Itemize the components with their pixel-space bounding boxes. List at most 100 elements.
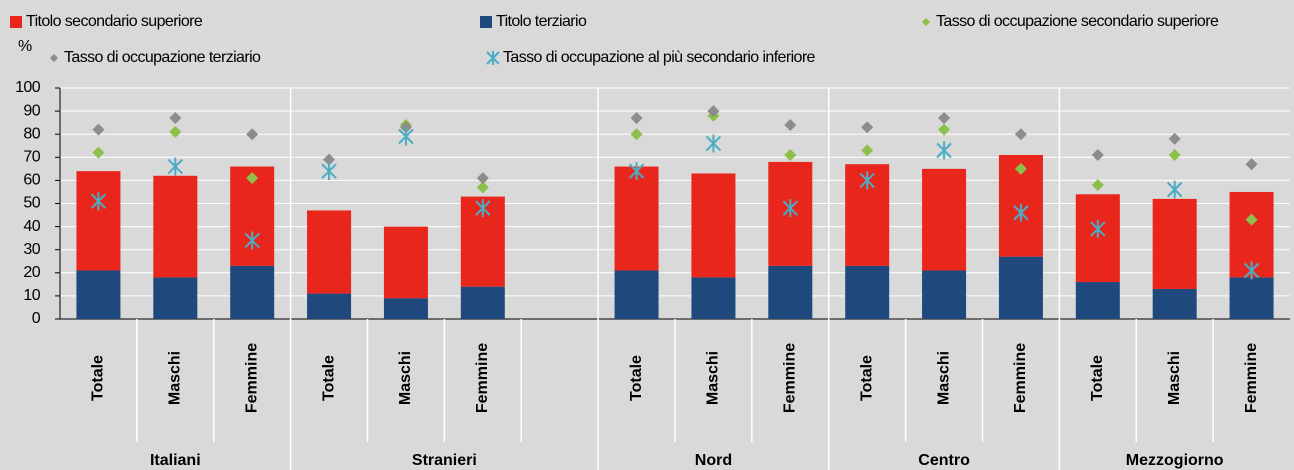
group-label: Nord — [695, 452, 732, 469]
data-point — [784, 118, 797, 131]
bar — [307, 210, 352, 294]
legend-label: Titolo terziario — [496, 13, 587, 30]
data-point — [707, 105, 720, 118]
x-tick-label: Femmine — [474, 343, 491, 413]
y-tick-label: 100 — [15, 79, 41, 96]
bar — [1075, 282, 1120, 319]
x-tick-label: Femmine — [1012, 343, 1029, 413]
data-point — [167, 157, 184, 176]
y-axis-label: % — [18, 38, 32, 55]
bar — [768, 265, 813, 319]
data-point — [936, 141, 952, 160]
data-point — [1166, 180, 1183, 199]
data-point — [169, 112, 182, 125]
data-point — [244, 231, 260, 250]
bar — [998, 256, 1043, 319]
legend-swatch — [922, 18, 930, 26]
data-point — [1090, 219, 1106, 238]
bar — [383, 226, 428, 299]
legend-label: Tasso di occupazione secondario superior… — [936, 13, 1219, 30]
data-point — [861, 121, 874, 134]
bar — [922, 270, 967, 319]
y-tick-label: 40 — [23, 218, 40, 235]
legend-swatch — [480, 16, 492, 28]
data-point — [630, 128, 643, 141]
data-point — [321, 162, 337, 181]
data-point — [784, 148, 797, 161]
legend-swatch — [10, 16, 22, 28]
y-tick-label: 70 — [23, 149, 40, 166]
bar — [76, 270, 121, 319]
data-point — [399, 121, 412, 134]
bar — [922, 168, 967, 271]
bar — [614, 270, 659, 319]
x-tick-label: Totale — [90, 355, 107, 401]
data-point — [1168, 132, 1181, 145]
x-tick-label: Maschi — [167, 351, 184, 405]
legend-label: Titolo secondario superiore — [26, 13, 203, 30]
y-tick-label: 30 — [23, 241, 40, 258]
x-tick-label: Totale — [320, 355, 337, 401]
data-point — [476, 181, 489, 194]
x-tick-label: Maschi — [935, 351, 952, 405]
data-point — [475, 199, 491, 218]
legend-swatch — [486, 51, 500, 65]
data-point — [705, 134, 722, 153]
y-tick-label: 0 — [32, 310, 41, 327]
legend-label: Tasso di occupazione terziario — [64, 49, 261, 66]
bar — [691, 277, 736, 319]
y-tick-label: 20 — [23, 264, 40, 281]
y-tick-label: 60 — [23, 172, 40, 189]
bar — [307, 293, 352, 319]
data-point — [92, 123, 105, 136]
data-point — [246, 172, 259, 185]
bar — [230, 265, 275, 319]
data-point — [1091, 179, 1104, 192]
bar — [460, 286, 505, 319]
y-tick-label: 80 — [23, 125, 40, 142]
data-point — [476, 172, 489, 185]
data-point — [1243, 261, 1260, 280]
data-point — [169, 125, 182, 138]
data-point — [323, 153, 336, 166]
x-tick-label: Totale — [1089, 355, 1106, 401]
group-label: Italiani — [150, 452, 201, 469]
legend-label: Tasso di occupazione al più secondario i… — [503, 49, 816, 66]
data-point — [1245, 213, 1258, 226]
data-point — [90, 192, 107, 211]
bar — [1229, 277, 1274, 319]
legend-swatch — [50, 54, 58, 62]
group-label: Stranieri — [412, 452, 477, 469]
data-point — [1014, 128, 1027, 141]
x-tick-label: Totale — [858, 355, 875, 401]
bar — [153, 277, 198, 319]
y-tick-label: 50 — [23, 195, 40, 212]
x-tick-label: Femmine — [243, 343, 260, 413]
x-tick-label: Femmine — [1243, 343, 1260, 413]
bar — [691, 173, 736, 278]
group-label: Mezzogiorno — [1126, 452, 1224, 469]
data-point — [246, 128, 259, 141]
bar — [845, 265, 890, 319]
data-point — [628, 162, 645, 181]
bar — [1152, 288, 1197, 319]
x-tick-label: Maschi — [397, 351, 414, 405]
x-tick-label: Maschi — [705, 351, 722, 405]
bar — [1152, 198, 1197, 289]
data-point — [1168, 148, 1181, 161]
data-point — [630, 112, 643, 125]
data-point — [859, 171, 875, 190]
x-tick-label: Totale — [628, 355, 645, 401]
y-tick-label: 10 — [23, 287, 40, 304]
data-point — [861, 144, 874, 157]
data-point — [92, 146, 105, 159]
data-point — [1014, 162, 1027, 175]
bar — [383, 298, 428, 319]
x-tick-label: Femmine — [782, 343, 799, 413]
data-point — [1013, 203, 1029, 222]
data-point — [398, 127, 414, 146]
bar — [614, 166, 659, 271]
data-point — [1245, 158, 1258, 171]
bar — [153, 175, 198, 278]
